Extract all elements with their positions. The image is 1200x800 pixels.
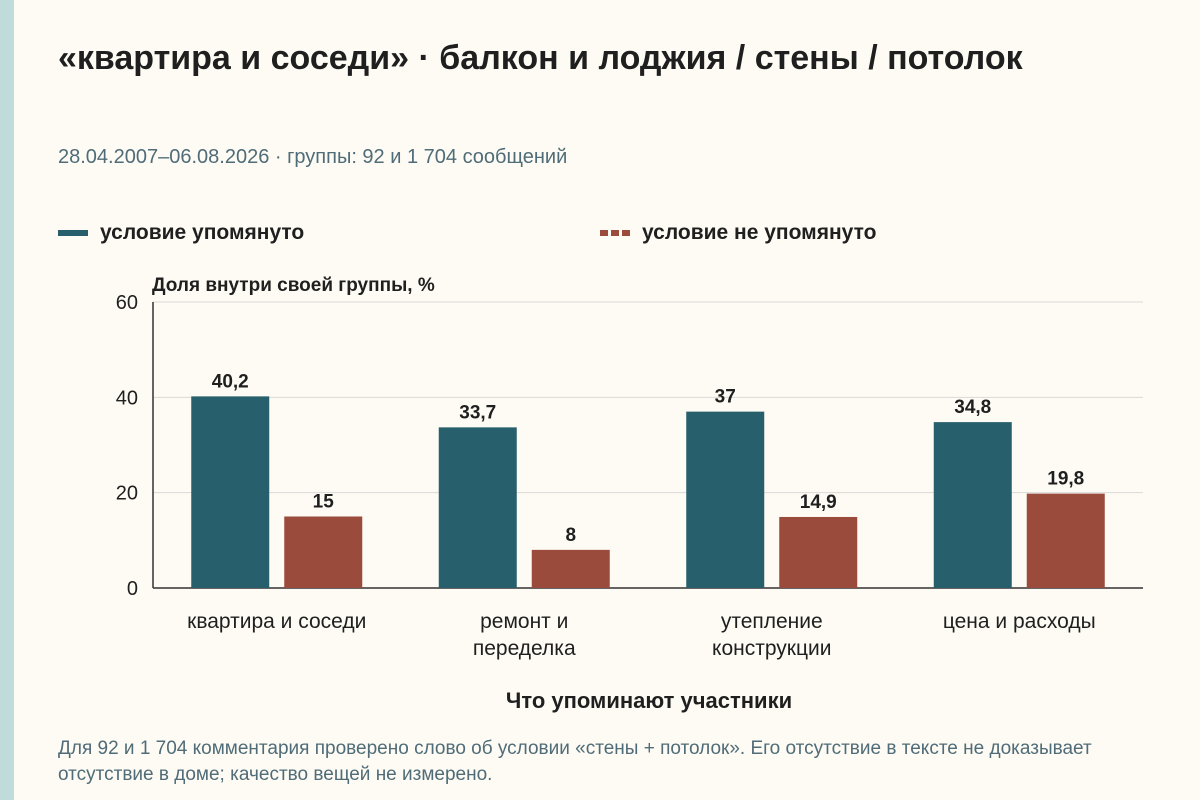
x-category-label-line: конструкции xyxy=(712,637,831,660)
bar-chart: 0 20 40 60 40,2 15 квартира и соседи 33,7 8 ремон… xyxy=(116,275,1143,713)
legend-item-mentioned: условие упомянуто xyxy=(58,218,304,248)
bar-not-mentioned-0 xyxy=(284,516,363,588)
y-tick-label: 20 xyxy=(116,483,138,505)
bar-value-label: 8 xyxy=(565,525,576,546)
chart-title: «квартира и соседи» · балкон и лоджия / … xyxy=(58,39,1023,77)
edge-strip xyxy=(0,0,14,800)
y-axis-title: Доля внутри своей группы, % xyxy=(152,275,435,296)
x-category-label-line: квартира и соседи xyxy=(187,610,366,633)
bar-value-label: 15 xyxy=(313,492,335,513)
bar-value-label: 14,9 xyxy=(800,492,837,513)
x-category-label-line: цена и расходы xyxy=(943,610,1096,633)
bar-layer xyxy=(191,396,1105,588)
footnote: Для 92 и 1 704 комментария проверено сло… xyxy=(58,738,1092,785)
bar-value-label: 34,8 xyxy=(954,397,991,418)
x-category-label-line: переделка xyxy=(473,637,576,660)
y-tick-label: 0 xyxy=(127,578,138,600)
bar-mentioned-0 xyxy=(191,396,270,588)
x-category-label: ремонт и переделка xyxy=(473,610,576,660)
bar-value-label: 19,8 xyxy=(1047,469,1084,490)
bar-mentioned-1 xyxy=(438,427,517,588)
bar-not-mentioned-3 xyxy=(1026,493,1105,588)
y-tick-label: 40 xyxy=(116,387,138,409)
y-tick-label: 60 xyxy=(116,292,138,314)
bar-not-mentioned-2 xyxy=(779,516,858,588)
legend-label-mentioned: условие упомянуто xyxy=(100,221,305,244)
bar-value-label: 33,7 xyxy=(459,402,496,423)
x-category-label: квартира и соседи xyxy=(187,610,366,633)
legend-label-not-mentioned: условие не упомянуто xyxy=(642,221,877,244)
legend-swatch-mentioned xyxy=(58,230,88,236)
bar-mentioned-3 xyxy=(933,422,1012,588)
x-category-label: утепление конструкции xyxy=(712,610,831,660)
bar-value-label: 40,2 xyxy=(212,371,249,392)
bar-value-label: 37 xyxy=(715,387,736,408)
bar-not-mentioned-1 xyxy=(531,549,610,588)
chart-subtitle: 28.04.2007–06.08.2026 · группы: 92 и 1 7… xyxy=(58,146,568,168)
bar-mentioned-2 xyxy=(686,411,765,588)
label-layer: 0 20 40 60 40,2 15 квартира и соседи 33,7 8 ремон… xyxy=(116,292,1096,660)
x-category-label-line: утепление xyxy=(721,610,823,633)
legend-swatch-not-mentioned xyxy=(600,230,630,236)
x-category-label: цена и расходы xyxy=(943,610,1096,633)
x-axis-title: Что упоминают участники xyxy=(506,688,792,713)
legend-item-not-mentioned: условие не упомянуто xyxy=(600,218,876,248)
x-category-label-line: ремонт и xyxy=(480,610,568,633)
